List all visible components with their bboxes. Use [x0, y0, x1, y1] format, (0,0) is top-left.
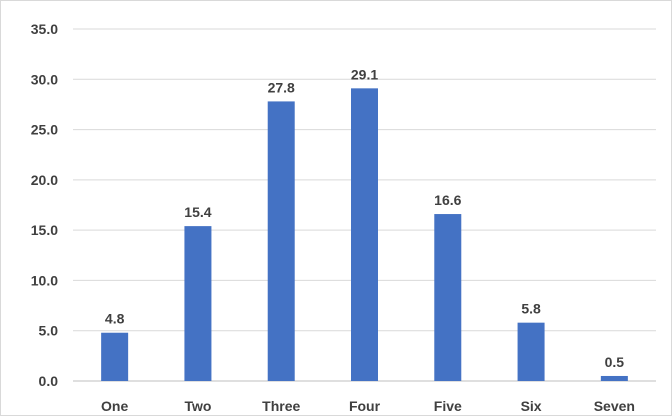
data-labels: 4.8 15.4 27.8 29.1 16.6 5.8 0.5 [105, 66, 624, 370]
x-category-label: One [101, 398, 128, 414]
y-tick-label: 20.0 [31, 172, 58, 188]
x-category-label: Two [184, 398, 211, 414]
y-tick-label: 15.0 [31, 222, 58, 238]
bar-two [184, 226, 212, 381]
data-label: 27.8 [268, 79, 295, 95]
data-label: 15.4 [184, 204, 211, 220]
x-axis-category-labels: One Two Three Four Five Six Seven [101, 398, 635, 414]
bar-four [351, 88, 378, 381]
y-tick-label: 25.0 [31, 122, 58, 138]
y-tick-label: 35.0 [31, 21, 58, 37]
bar-five [434, 214, 462, 381]
bar-seven [600, 375, 628, 381]
x-category-label: Six [521, 398, 542, 414]
y-tick-label: 0.0 [39, 373, 59, 389]
x-category-label: Four [349, 398, 381, 414]
bar-three [267, 101, 295, 381]
x-category-label: Three [262, 398, 300, 414]
y-axis-tick-labels: 0.0 5.0 10.0 15.0 20.0 25.0 30.0 35.0 [31, 21, 58, 389]
bars [101, 88, 628, 381]
y-tick-label: 10.0 [31, 272, 58, 288]
bar-one [101, 332, 129, 381]
data-label: 4.8 [105, 311, 125, 327]
data-label: 0.5 [605, 354, 625, 370]
bar-six [517, 322, 545, 381]
data-label: 29.1 [351, 66, 378, 82]
y-tick-label: 30.0 [31, 71, 58, 87]
data-label: 16.6 [434, 192, 461, 208]
y-tick-label: 5.0 [39, 323, 59, 339]
x-category-label: Five [434, 398, 462, 414]
x-category-label: Seven [594, 398, 635, 414]
data-label: 5.8 [521, 301, 541, 317]
